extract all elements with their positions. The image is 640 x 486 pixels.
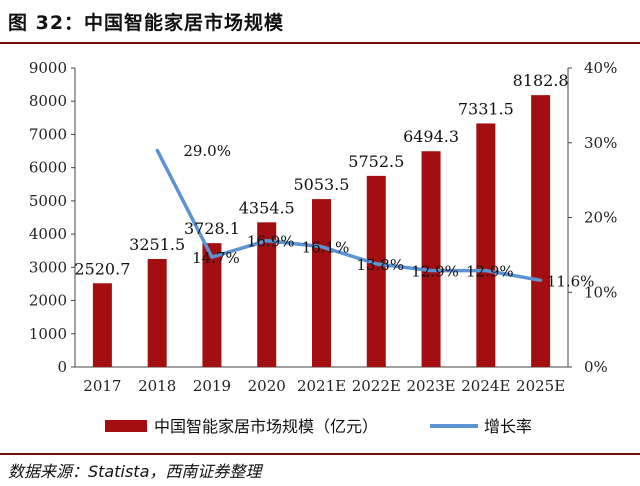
bar bbox=[312, 199, 331, 367]
growth-point bbox=[320, 245, 323, 249]
x-tick-label: 2023E bbox=[406, 377, 455, 395]
growth-point bbox=[265, 239, 269, 243]
chart: 0 1000 2000 3000 4000 5000 6000 7000 8000 9000 0% 1… bbox=[29, 59, 618, 436]
x-tick-label: 2019 bbox=[193, 377, 231, 395]
legend: 中国智能家居市场规模（亿元） 增长率 bbox=[105, 417, 532, 436]
growth-value-label: 16.9% bbox=[247, 233, 295, 251]
y-right-tick-label: 10% bbox=[584, 283, 617, 301]
bar-value-label: 5752.5 bbox=[348, 152, 404, 171]
x-tick-label: 2022E bbox=[352, 377, 401, 395]
y-left-tick-label: 5000 bbox=[29, 192, 67, 210]
y-left-tick-label: 4000 bbox=[29, 225, 67, 243]
bar bbox=[366, 175, 386, 367]
y-left-tick-label: 2000 bbox=[29, 292, 67, 310]
footer-rule bbox=[0, 453, 640, 455]
y-left-tick-label: 0 bbox=[57, 358, 67, 376]
x-tick-label: 2017 bbox=[83, 377, 121, 395]
growth-line bbox=[155, 149, 541, 283]
bar-value-label: 4354.5 bbox=[239, 198, 295, 217]
y-right-tick-label: 20% bbox=[584, 209, 617, 227]
bar-value-label: 6494.3 bbox=[403, 127, 459, 146]
bar bbox=[421, 151, 441, 367]
growth-point bbox=[539, 278, 543, 282]
bar-value-label: 8182.8 bbox=[513, 71, 569, 90]
growth-value-label: 12.9% bbox=[466, 263, 514, 281]
growth-point bbox=[374, 262, 378, 266]
bar-series bbox=[92, 95, 551, 367]
bar-value-label: 3251.5 bbox=[129, 235, 185, 254]
y-left-tick-label: 7000 bbox=[29, 125, 67, 143]
x-tick-label: 2020 bbox=[248, 377, 286, 395]
growth-line-series bbox=[155, 148, 543, 283]
bar bbox=[257, 222, 277, 367]
x-tick-label: 2018 bbox=[138, 377, 176, 395]
growth-value-label: 12.9% bbox=[411, 263, 459, 281]
growth-point bbox=[484, 269, 488, 273]
x-tick-label: 2021E bbox=[297, 377, 346, 395]
legend-bar-label: 中国智能家居市场规模（亿元） bbox=[154, 417, 378, 436]
legend-bar-swatch bbox=[105, 420, 147, 432]
y-left-tick-label: 8000 bbox=[29, 92, 67, 110]
legend-line-label: 增长率 bbox=[484, 417, 532, 436]
growth-value-label: 29.0% bbox=[183, 142, 231, 160]
chart-axes: 0 1000 2000 3000 4000 5000 6000 7000 8000 9000 0% 1… bbox=[29, 59, 618, 395]
y-left-tick-label: 3000 bbox=[29, 258, 67, 276]
figure-title: 图 32：中国智能家居市场规模 bbox=[8, 12, 285, 34]
bar bbox=[147, 258, 167, 367]
growth-value-label: 14.7% bbox=[192, 249, 240, 267]
bar bbox=[92, 283, 112, 367]
x-tick-label: 2024E bbox=[461, 377, 510, 395]
growth-point bbox=[155, 148, 159, 152]
growth-point bbox=[210, 255, 214, 259]
y-left-tick-label: 6000 bbox=[29, 159, 67, 177]
y-right-tick-label: 0% bbox=[584, 358, 608, 376]
bar bbox=[476, 123, 496, 367]
y-right-tick-label: 30% bbox=[584, 134, 617, 152]
growth-point bbox=[429, 269, 433, 273]
bar-value-label: 7331.5 bbox=[458, 99, 514, 118]
source-note: 数据来源：Statista，西南证券整理 bbox=[8, 462, 262, 481]
bar-value-label: 2520.7 bbox=[74, 259, 130, 278]
bar bbox=[202, 243, 222, 367]
bar-value-label: 5053.5 bbox=[294, 175, 350, 194]
bar-value-label: 3728.1 bbox=[184, 219, 240, 238]
y-right-tick-label: 40% bbox=[584, 59, 617, 77]
title-rule bbox=[0, 42, 640, 44]
growth-value-label: 13.8% bbox=[356, 256, 404, 274]
x-tick-label: 2025E bbox=[516, 377, 565, 395]
growth-value-label: 11.6% bbox=[547, 272, 595, 290]
bar bbox=[531, 95, 551, 367]
growth-value-label: 16.1% bbox=[302, 239, 350, 257]
y-left-tick-label: 1000 bbox=[29, 325, 67, 343]
y-left-tick-label: 9000 bbox=[29, 59, 67, 77]
